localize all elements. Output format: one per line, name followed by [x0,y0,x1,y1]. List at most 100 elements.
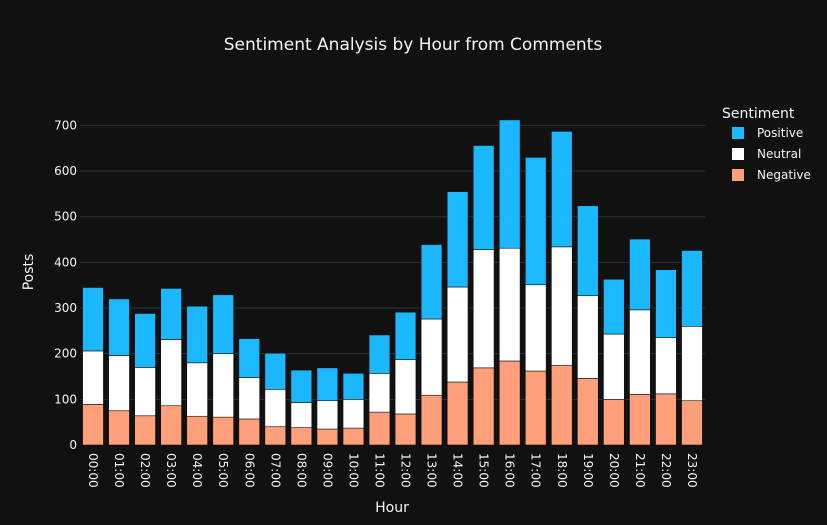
y-axis-title: Posts [21,254,37,291]
y-tick-label: 400 [54,255,77,269]
bar-neutral [629,309,651,395]
bar-positive [577,205,599,296]
x-tick-label: 18:00 [555,453,569,488]
x-tick-label: 06:00 [242,453,256,488]
legend-swatch-neutral [732,148,744,160]
x-tick-label: 08:00 [294,453,308,488]
bar-negative [238,418,260,446]
bar-neutral [368,373,391,413]
bar-negative [472,367,495,446]
bar-positive [525,157,547,286]
bar-positive [681,250,703,327]
x-tick-label: 11:00 [372,453,386,488]
x-tick-label: 01:00 [112,453,126,488]
y-tick-label: 100 [54,392,77,406]
bar-neutral [342,399,365,429]
bar-positive [472,145,495,250]
x-tick-label: 04:00 [190,453,204,488]
bar-negative [681,400,703,446]
bar-neutral [681,325,703,402]
y-tick-label: 700 [54,118,77,132]
bar-neutral [212,353,234,418]
x-tick-label: 12:00 [399,453,413,488]
bar-neutral [316,400,339,430]
bar-positive [498,119,521,249]
legend-label-neutral: Neutral [757,147,801,161]
x-tick-label: 10:00 [346,453,360,488]
bar-positive [368,334,391,374]
bar-positive [394,311,417,360]
x-tick-label: 20:00 [607,453,621,488]
bar-positive [290,369,313,403]
x-tick-label: 03:00 [164,453,178,488]
bar-negative [551,365,573,446]
bar-negative [394,413,417,446]
legend-label-negative: Negative [757,168,811,182]
bar-neutral [446,286,469,383]
legend-swatch-positive [732,127,744,139]
bar-positive [212,294,234,354]
bar-negative [629,394,651,446]
y-tick-label: 200 [54,347,77,361]
x-tick-label: 21:00 [633,453,647,488]
bar-negative [342,427,365,446]
x-axis: 00:00 01:00 02:00 03:00 04:00 05:00 06:00 07:00… [86,453,699,488]
bar-positive [316,367,339,402]
bar-neutral [577,295,599,379]
x-tick-label: 19:00 [581,453,595,488]
bar-neutral [420,318,443,396]
y-tick-label: 600 [54,164,77,178]
bar-negative [108,410,130,446]
bar-negative [655,393,677,446]
bar-negative [420,394,443,446]
bar-positive [82,287,104,352]
legend: Sentiment Positive Neutral Negative [722,106,811,182]
y-tick-label: 0 [69,438,77,452]
bar-neutral [160,339,182,407]
bar-neutral [551,246,573,366]
bar-negative [577,378,599,446]
bar-neutral [264,388,287,428]
x-tick-label: 07:00 [268,453,282,488]
bar-neutral [108,355,130,412]
y-tick-label: 500 [54,210,77,224]
bar-negative [368,411,391,446]
bar-positive [551,131,573,248]
x-tick-label: 14:00 [451,453,465,488]
bar-negative [446,381,469,446]
legend-label-positive: Positive [757,126,803,140]
x-tick-label: 13:00 [425,453,439,488]
bar-neutral [82,350,104,405]
bar-neutral [603,333,625,400]
x-tick-label: 22:00 [659,453,673,488]
bar-neutral [655,337,677,395]
bar-neutral [472,249,495,369]
x-tick-label: 17:00 [529,453,543,488]
bar-positive [238,338,260,378]
bar-negative [160,405,182,446]
bar-positive [134,313,156,368]
bar-neutral [525,284,547,372]
y-tick-label: 300 [54,301,77,315]
bar-neutral [186,362,208,417]
x-tick-label: 15:00 [477,453,491,488]
bar-positive [655,269,677,339]
x-tick-label: 23:00 [685,453,699,488]
y-axis: 0 100 200 300 400 500 600 700 [54,118,77,452]
x-tick-label: 00:00 [86,453,100,488]
x-tick-label: 05:00 [216,453,230,488]
bar-negative [603,399,625,446]
bar-negative [264,426,287,446]
bar-positive [186,305,208,364]
legend-title: Sentiment [722,106,795,122]
bar-positive [342,373,365,400]
bars [82,119,703,446]
bar-negative [525,370,547,446]
bar-positive [629,238,651,311]
grid-lines [80,124,705,400]
x-axis-title: Hour [375,500,409,516]
bar-negative [186,415,208,446]
bar-neutral [394,359,417,415]
